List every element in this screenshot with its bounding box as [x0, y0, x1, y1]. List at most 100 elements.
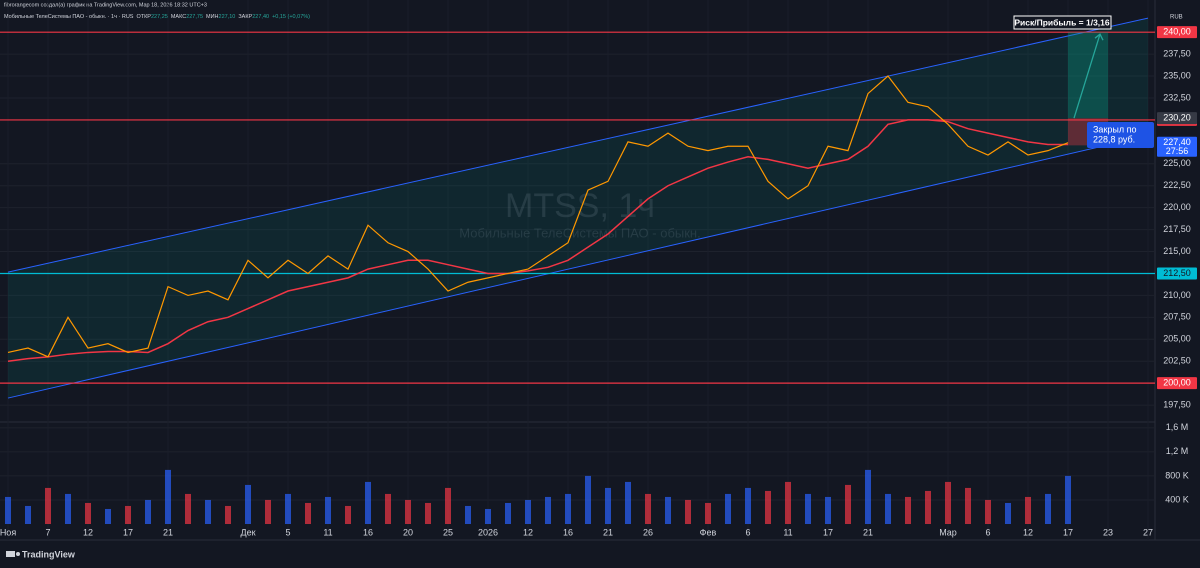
x-tick-label: 11 — [783, 527, 792, 537]
x-tick-label: 2026 — [478, 527, 498, 537]
volume-bar — [885, 493, 891, 524]
volume-bar — [85, 502, 91, 524]
logo: TradingView — [6, 549, 76, 559]
x-tick-label: 21 — [863, 527, 873, 537]
x-tick-label: 17 — [1063, 527, 1073, 537]
level-label-bg — [1157, 377, 1197, 390]
x-tick-label: Ноя — [0, 527, 16, 537]
ohlc-value: 227,25 — [151, 14, 168, 20]
volume-bar — [905, 496, 911, 524]
volume-bar — [385, 493, 391, 524]
volume-bar — [165, 469, 171, 524]
volume-tick-label: 1,2 M — [1166, 446, 1189, 456]
volume-bar — [345, 505, 351, 524]
volume-bar — [685, 499, 691, 524]
x-tick-label: 26 — [643, 527, 653, 537]
legend: Мобильные ТелеСистемы ПАО - обыкн. · 1ч … — [4, 14, 310, 20]
volume-bar — [265, 499, 271, 524]
position-target — [1068, 32, 1108, 119]
countdown: 27:56 — [1166, 146, 1189, 156]
volume-bar — [745, 487, 751, 524]
x-tick-label: 5 — [285, 527, 290, 537]
y-tick-label: 235,00 — [1163, 70, 1191, 80]
volume-bar — [945, 481, 951, 524]
close-text: Закрыл по — [1093, 124, 1136, 134]
x-tick-label: 21 — [603, 527, 613, 537]
ohlc-value: 227,10 — [219, 14, 236, 20]
x-tick-label: 17 — [823, 527, 833, 537]
volume-bar — [305, 502, 311, 524]
volume-bar — [1025, 496, 1031, 524]
volume-bar — [965, 487, 971, 524]
ohlc-value: 227,40 — [252, 14, 269, 20]
volume-bar — [485, 508, 491, 524]
x-tick-label: 27 — [1143, 527, 1153, 537]
price-line — [7, 75, 1069, 358]
volume-tick-label: 400 K — [1165, 494, 1189, 504]
volume-bar — [865, 469, 871, 524]
volume-bar — [825, 496, 831, 524]
volume-bar — [445, 487, 451, 524]
x-tick-label: 16 — [563, 527, 573, 537]
y-tick-label: 202,50 — [1163, 356, 1191, 366]
volume-bar — [225, 505, 231, 524]
level-label: 212,50 — [1163, 268, 1191, 278]
volume-bar — [505, 502, 511, 524]
volume-bar — [25, 505, 31, 524]
volume-bar — [45, 487, 51, 524]
volume-tick-label: 1,6 M — [1166, 422, 1189, 432]
header: fibrorangecom создал(а) график на Tradin… — [4, 2, 207, 8]
volume-bar — [705, 502, 711, 524]
entry-label: 230,20 — [1163, 113, 1191, 123]
rr-box — [1013, 15, 1112, 30]
volume-bar — [145, 499, 151, 524]
x-tick-label: 11 — [323, 527, 332, 537]
y-tick-label: 232,50 — [1163, 92, 1191, 102]
volume-bar — [125, 505, 131, 524]
price-line — [7, 119, 1068, 362]
volume-bar — [785, 481, 791, 524]
close-text: 228,8 руб. — [1093, 134, 1135, 144]
entry-label-bg — [1157, 112, 1197, 125]
volume-bar — [585, 475, 591, 524]
x-tick-label: 21 — [163, 527, 173, 537]
level-label: 200,00 — [1163, 378, 1191, 388]
volume-bar — [725, 493, 731, 524]
y-tick-label: 222,50 — [1163, 180, 1191, 190]
channel-fill — [8, 18, 1148, 399]
y-tick-label: 215,00 — [1163, 246, 1191, 256]
volume-bar — [985, 499, 991, 524]
y-tick-label: 220,00 — [1163, 202, 1191, 212]
volume-bar — [605, 487, 611, 524]
volume-bar — [5, 496, 11, 524]
ohlc-name: ОТКР — [136, 14, 151, 20]
y-tick-label: 217,50 — [1163, 224, 1191, 234]
y-tick-label: 197,50 — [1163, 399, 1191, 409]
logo-mark — [6, 551, 15, 557]
x-tick-label: Дек — [240, 527, 255, 537]
target-arrow — [1073, 33, 1101, 119]
ohlc-name: ЗАКР — [238, 14, 252, 20]
x-tick-label: 25 — [443, 527, 453, 537]
channel-upper — [7, 17, 1149, 273]
x-tick-label: 16 — [363, 527, 373, 537]
volume-bar — [845, 484, 851, 524]
volume-bar — [1065, 475, 1071, 524]
volume-tick-label: 800 K — [1165, 470, 1189, 480]
level-label: 240,00 — [1163, 27, 1191, 37]
x-tick-label: 17 — [123, 527, 133, 537]
ohlc-name: МИН — [206, 14, 219, 20]
x-tick-label: 7 — [45, 527, 50, 537]
brand: TradingView — [22, 549, 76, 559]
volume-bar — [245, 484, 251, 524]
change: +0,15 (+0,07%) — [272, 14, 310, 20]
x-tick-label: 12 — [1023, 527, 1033, 537]
volume-bar — [65, 493, 71, 524]
logo-dot — [16, 552, 20, 556]
volume-bar — [545, 496, 551, 524]
x-tick-label: Мар — [939, 527, 957, 537]
y-tick-label: 210,00 — [1163, 290, 1191, 300]
channel-lower — [7, 135, 1149, 399]
volume-bar — [205, 499, 211, 524]
